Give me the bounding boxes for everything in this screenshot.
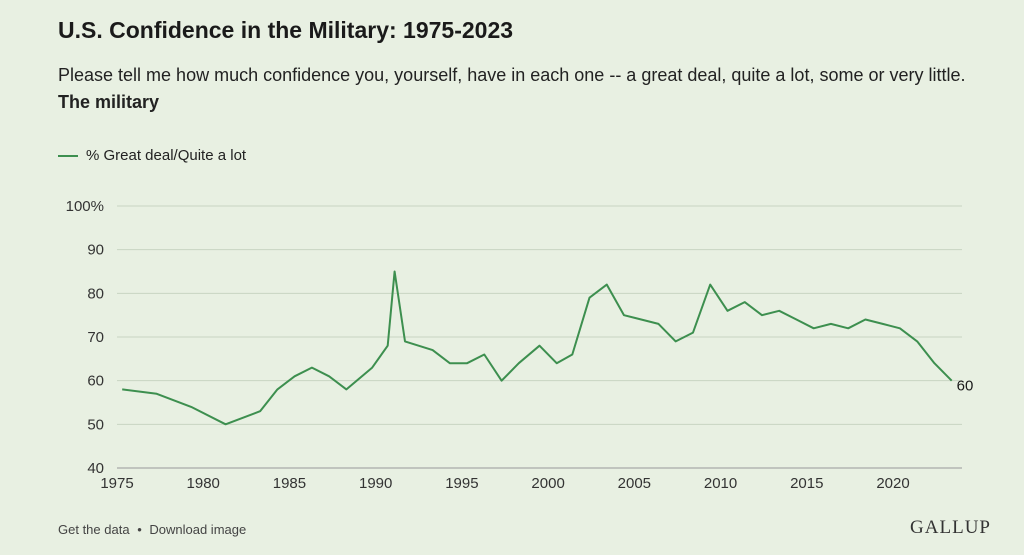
data-point[interactable] xyxy=(621,312,627,318)
x-tick-label: 2000 xyxy=(531,475,564,492)
footer-separator: • xyxy=(137,522,142,537)
data-point[interactable] xyxy=(499,378,505,384)
data-point[interactable] xyxy=(707,282,713,288)
data-point[interactable] xyxy=(309,365,315,371)
data-point[interactable] xyxy=(343,386,349,392)
x-tick-label: 2020 xyxy=(876,475,909,492)
data-point[interactable] xyxy=(430,347,436,353)
question-subject: The military xyxy=(58,92,160,112)
legend-label: % Great deal/Quite a lot xyxy=(86,147,247,164)
download-image-link[interactable]: Download image xyxy=(149,522,247,537)
line-chart: 40 50 60 70 80 90 100% 1975 1980 1985 1990 1995 200… xyxy=(66,198,974,492)
get-data-link[interactable]: Get the data xyxy=(58,522,130,537)
data-point[interactable] xyxy=(569,351,575,357)
data-point[interactable] xyxy=(811,325,817,331)
data-point[interactable] xyxy=(793,317,799,323)
data-point[interactable] xyxy=(655,321,661,327)
y-axis: 40 50 60 70 80 90 100% xyxy=(66,198,104,477)
x-tick-label: 2015 xyxy=(790,475,823,492)
chart-subtitle: Please tell me how much confidence you, … xyxy=(58,62,978,116)
data-point[interactable] xyxy=(862,317,868,323)
chart-footer: Get the data • Download image xyxy=(58,522,246,537)
chart-series: 60 xyxy=(119,269,974,427)
data-point[interactable] xyxy=(759,312,765,318)
y-tick-label: 100% xyxy=(66,198,104,215)
x-tick-label: 1980 xyxy=(187,475,220,492)
data-point[interactable] xyxy=(845,325,851,331)
data-point[interactable] xyxy=(638,317,644,323)
data-point[interactable] xyxy=(188,404,194,410)
chart-title: U.S. Confidence in the Military: 1975-20… xyxy=(58,17,514,43)
end-value-label: 60 xyxy=(957,378,974,395)
data-point[interactable] xyxy=(604,282,610,288)
data-point[interactable] xyxy=(481,351,487,357)
y-tick-label: 70 xyxy=(87,329,104,346)
data-point[interactable] xyxy=(949,378,955,384)
x-tick-label: 1990 xyxy=(359,475,392,492)
gallup-logo: GALLUP xyxy=(910,517,991,538)
data-point[interactable] xyxy=(292,373,298,379)
data-point[interactable] xyxy=(776,308,782,314)
data-point[interactable] xyxy=(587,295,593,301)
data-point[interactable] xyxy=(257,408,263,414)
x-tick-label: 2010 xyxy=(704,475,737,492)
data-point[interactable] xyxy=(828,321,834,327)
data-point[interactable] xyxy=(402,338,408,344)
data-point[interactable] xyxy=(154,391,160,397)
x-tick-label: 2005 xyxy=(618,475,651,492)
x-tick-label: 1985 xyxy=(273,475,306,492)
data-point[interactable] xyxy=(119,386,125,392)
data-point[interactable] xyxy=(931,360,937,366)
data-point[interactable] xyxy=(880,321,886,327)
data-point[interactable] xyxy=(274,386,280,392)
x-tick-label: 1975 xyxy=(100,475,133,492)
y-tick-label: 60 xyxy=(87,373,104,390)
data-point[interactable] xyxy=(464,360,470,366)
data-point[interactable] xyxy=(537,343,543,349)
data-point[interactable] xyxy=(914,338,920,344)
data-point[interactable] xyxy=(724,308,730,314)
data-point[interactable] xyxy=(385,343,391,349)
y-tick-label: 90 xyxy=(87,242,104,259)
y-tick-label: 50 xyxy=(87,416,104,433)
chart-legend: % Great deal/Quite a lot xyxy=(58,147,246,164)
y-tick-label: 80 xyxy=(87,285,104,302)
x-axis: 1975 1980 1985 1990 1995 2000 2005 2010 2015 2020 xyxy=(100,467,962,492)
data-point[interactable] xyxy=(326,373,332,379)
data-point[interactable] xyxy=(447,360,453,366)
data-point[interactable] xyxy=(223,421,229,427)
data-point[interactable] xyxy=(673,338,679,344)
data-point[interactable] xyxy=(516,360,522,366)
data-point[interactable] xyxy=(897,325,903,331)
data-point[interactable] xyxy=(742,299,748,305)
legend-line-swatch xyxy=(58,154,78,157)
x-tick-label: 1995 xyxy=(445,475,478,492)
data-point[interactable] xyxy=(554,360,560,366)
data-point[interactable] xyxy=(392,269,398,275)
series-line xyxy=(122,270,953,426)
chart-gridlines xyxy=(117,205,962,469)
question-text: Please tell me how much confidence you, … xyxy=(58,65,966,85)
data-point[interactable] xyxy=(369,365,375,371)
y-tick-label: 40 xyxy=(87,460,104,477)
data-point[interactable] xyxy=(690,330,696,336)
